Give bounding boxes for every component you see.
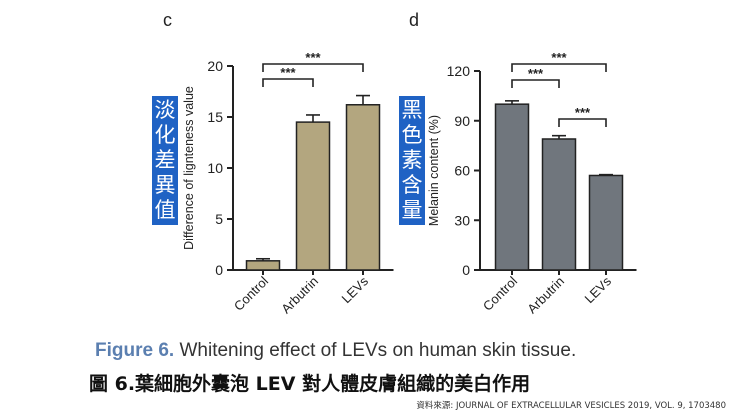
y-tick-label: 0 — [462, 262, 470, 278]
y-tick-label: 15 — [207, 109, 223, 125]
panel-letter-d: d — [409, 10, 420, 30]
significance-bracket — [511, 63, 607, 72]
y-tick-label: 120 — [447, 63, 471, 79]
significance-label: *** — [551, 50, 567, 65]
significance-bracket — [558, 118, 607, 127]
figure-label: Figure 6. — [95, 340, 175, 361]
y-axis-label: Melanin content (%) — [427, 115, 441, 226]
significance-label: *** — [575, 105, 591, 120]
y-tick-label: 10 — [207, 160, 223, 176]
y-tick-label: 0 — [215, 262, 223, 278]
bar — [245, 260, 281, 271]
y-tick-label: 5 — [215, 211, 223, 227]
x-tick-label: Control — [480, 273, 520, 313]
x-tick-label: Arbutrin — [278, 274, 321, 317]
y-tick-label: 90 — [454, 113, 470, 129]
significance-label: *** — [305, 50, 321, 65]
bar — [541, 138, 577, 271]
x-tick-label: LEVs — [339, 273, 372, 306]
y-tick-label: 20 — [207, 58, 223, 74]
overlay-label-lightness: 淡化差異值 — [152, 96, 178, 225]
panel-letter-c: c — [163, 10, 172, 30]
x-tick-label: LEVs — [582, 273, 615, 306]
y-axis-label: Difference of lignteness value — [182, 86, 196, 250]
caption-chinese: 圖 6.葉細胞外囊泡 LEV 對人體皮膚組織的美白作用 — [89, 373, 531, 395]
chart-panel-c: 0 5 10 15 20 Difference of lignteness value Co… — [182, 50, 394, 316]
caption-english: Figure 6. Whitening effect of LEVs on hu… — [95, 340, 576, 362]
bar — [345, 104, 381, 271]
bar — [494, 103, 530, 271]
overlay-label-melanin: 黑色素含量 — [399, 96, 425, 225]
chart-panel-d: 0 30 60 90 120 Melanin content (%) Control Arbu… — [427, 50, 637, 316]
y-tick-label: 60 — [454, 163, 470, 179]
significance-bracket — [262, 63, 364, 72]
caption-english-text: Whitening effect of LEVs on human skin t… — [179, 340, 577, 361]
significance-label: *** — [280, 65, 296, 80]
bar — [588, 174, 624, 271]
significance-label: *** — [528, 66, 544, 81]
source-citation: 資料來源: JOURNAL OF EXTRACELLULAR VESICLES … — [416, 401, 726, 411]
y-tick-label: 30 — [454, 212, 470, 228]
bar — [295, 121, 331, 271]
x-tick-label: Control — [231, 273, 271, 313]
x-tick-label: Arbutrin — [524, 274, 567, 317]
significance-bracket — [511, 79, 560, 88]
significance-bracket — [262, 78, 314, 87]
